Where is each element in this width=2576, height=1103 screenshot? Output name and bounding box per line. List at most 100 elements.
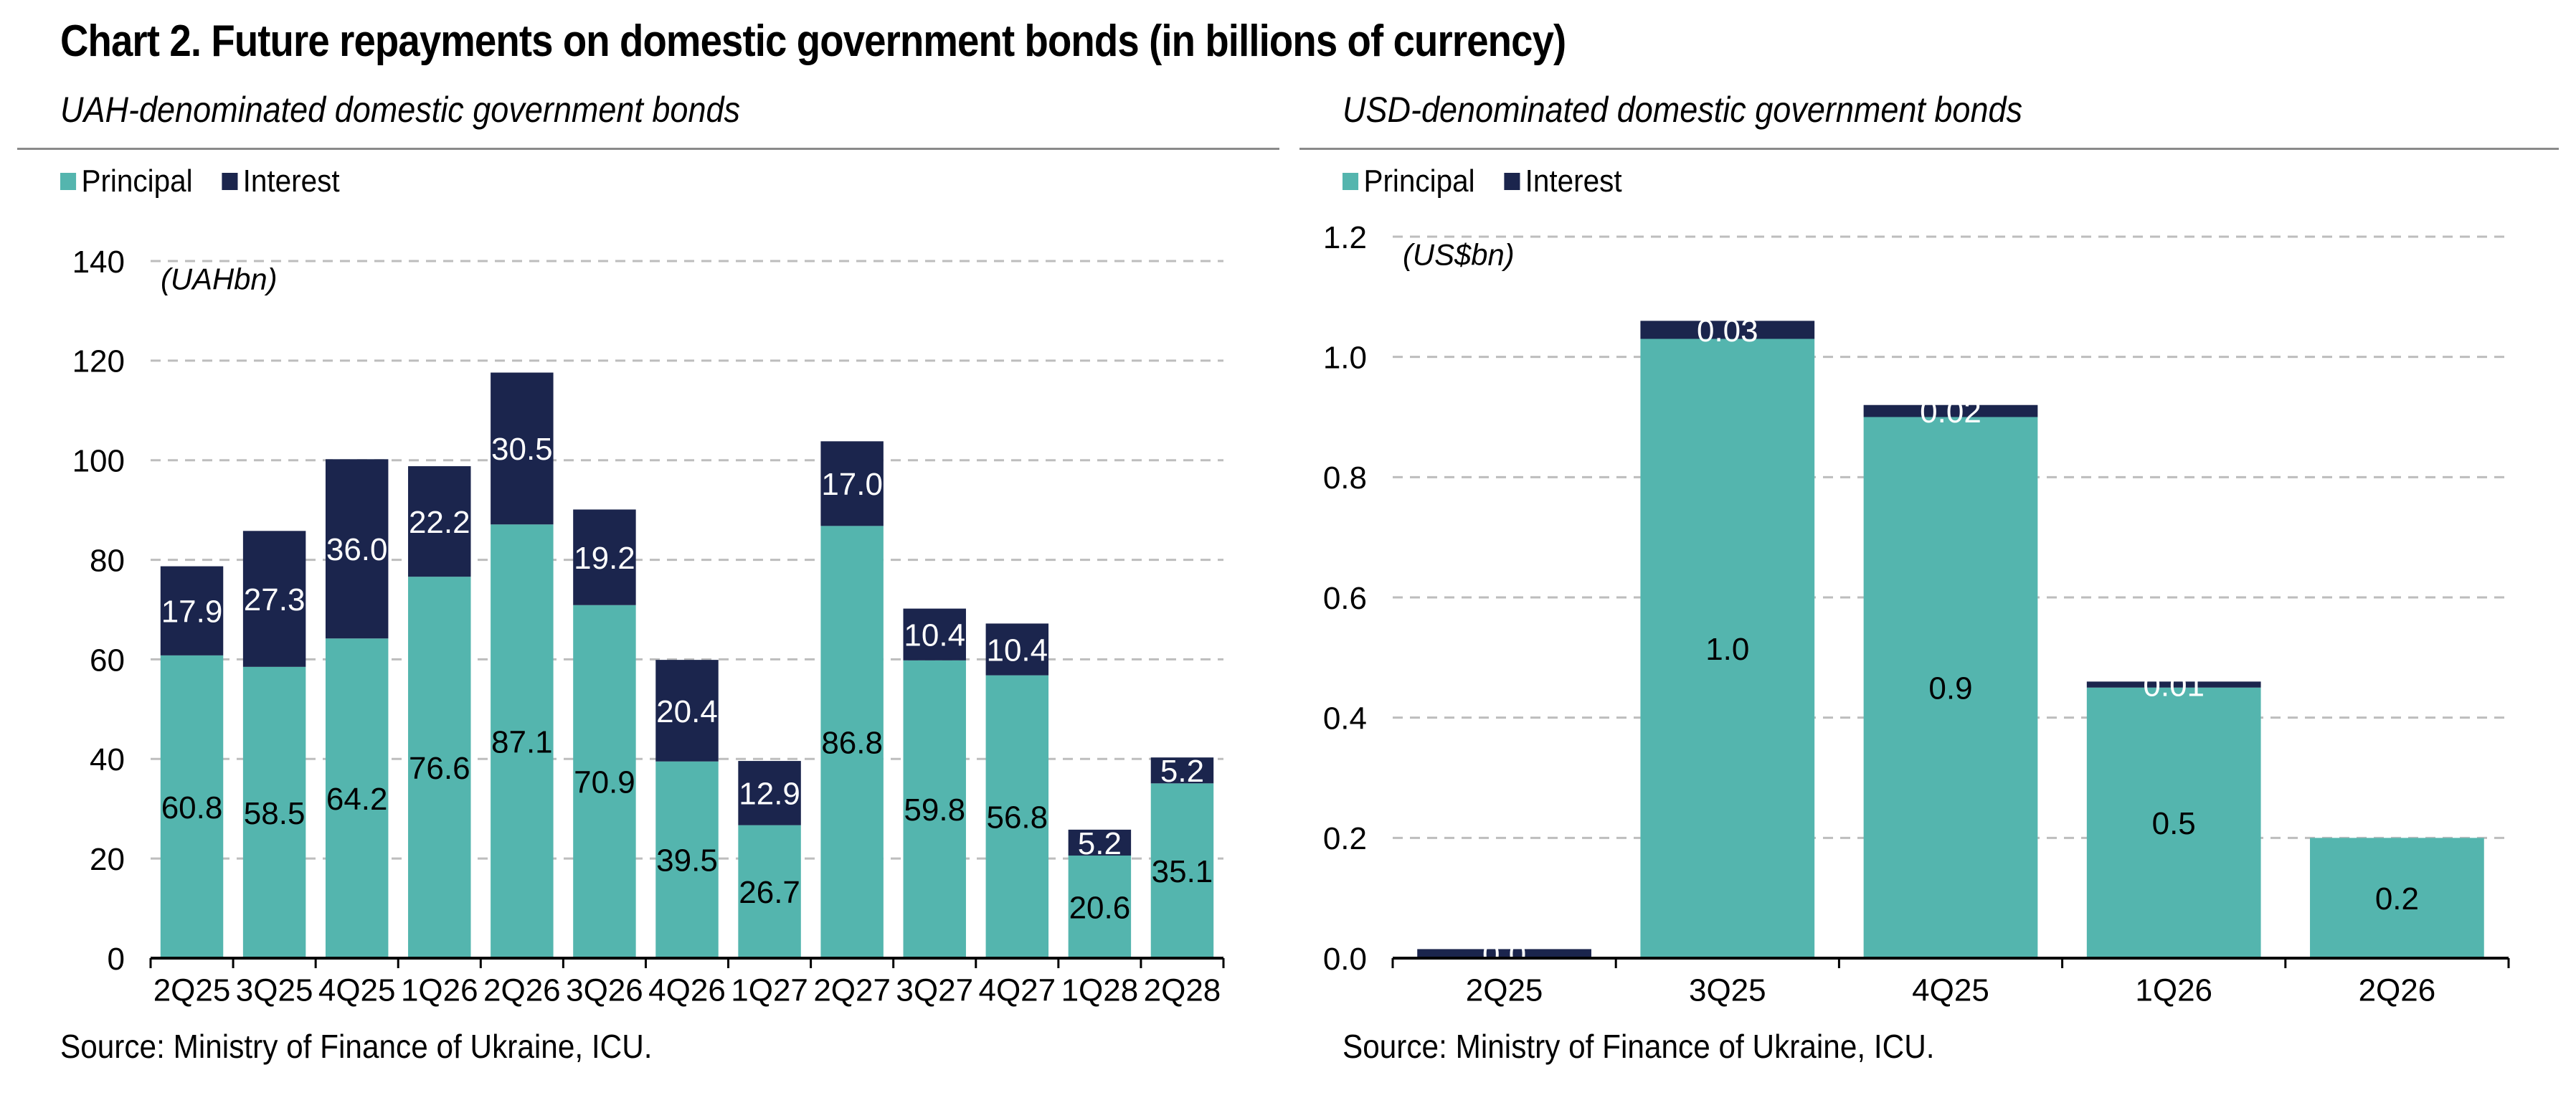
y-tick-label: 40	[90, 742, 125, 777]
interest-bar	[985, 623, 1049, 676]
interest-data-label: 5.2	[1160, 754, 1204, 789]
usd-divider	[1299, 148, 2559, 150]
x-tick-label: 4Q27	[978, 972, 1056, 1008]
interest-data-label: 0.03	[1697, 313, 1758, 349]
uah-legend: Principal Interest	[60, 164, 369, 199]
principal-data-label: 76.6	[409, 751, 470, 786]
interest-data-label: 12.9	[739, 777, 800, 812]
usd-source: Source: Ministry of Finance of Ukraine, …	[1343, 1028, 1935, 1065]
x-tick-label: 2Q25	[153, 972, 231, 1008]
x-tick-label: 4Q25	[1912, 972, 1989, 1008]
x-tick-label: 2Q26	[483, 972, 561, 1008]
x-tick-label: 3Q26	[566, 972, 643, 1008]
legend-item-interest: Interest	[1504, 164, 1622, 199]
x-tick-label: 1Q28	[1061, 972, 1139, 1008]
y-tick-label: 0.4	[1323, 701, 1367, 737]
principal-data-label: 0.5	[2152, 806, 2196, 841]
interest-data-label: 19.2	[574, 541, 635, 576]
interest-bar	[160, 566, 224, 655]
interest-swatch-icon	[1504, 173, 1520, 190]
y-tick-label: 0.8	[1323, 460, 1367, 496]
usd-legend: Principal Interest	[1343, 164, 1651, 199]
y-tick-label: 100	[72, 444, 125, 479]
principal-data-label: 70.9	[574, 765, 635, 800]
interest-data-label: 20.4	[656, 694, 718, 729]
usd-chart: 0.00.20.40.60.81.01.2 (US$bn)0.02Q251.00.…	[1323, 220, 2510, 1008]
principal-data-label: 1.0	[1705, 632, 1749, 667]
interest-data-label: 0.02	[1920, 394, 1981, 430]
interest-data-label: 10.4	[986, 633, 1048, 668]
y-tick-label: 0	[108, 942, 125, 977]
interest-data-label: 17.0	[821, 467, 883, 502]
principal-data-label: 60.8	[161, 790, 223, 825]
principal-bar	[325, 638, 389, 958]
interest-bar	[325, 459, 389, 639]
principal-data-label: 64.2	[326, 782, 388, 817]
x-tick-label: 1Q27	[731, 972, 808, 1008]
y-tick-label: 0.6	[1323, 581, 1367, 616]
interest-bar	[1068, 829, 1132, 856]
principal-data-label: 26.7	[739, 875, 800, 910]
x-tick-label: 1Q26	[2135, 972, 2212, 1008]
uah-divider	[17, 148, 1279, 150]
interest-bar	[1150, 757, 1214, 784]
x-tick-label: 4Q26	[648, 972, 726, 1008]
y-tick-label: 60	[90, 643, 125, 678]
x-tick-label: 2Q27	[813, 972, 891, 1008]
unit-label: (UAHbn)	[161, 262, 278, 296]
interest-data-label: 30.5	[491, 432, 553, 467]
legend-label-interest: Interest	[1525, 164, 1622, 199]
interest-bar	[408, 466, 471, 577]
y-tick-label: 120	[72, 344, 125, 379]
principal-data-label: 87.1	[491, 724, 553, 759]
principal-bar	[160, 655, 224, 958]
principal-bar	[408, 577, 471, 958]
interest-data-label: 0.01	[2143, 668, 2205, 703]
principal-data-label: 56.8	[986, 800, 1048, 835]
principal-swatch-icon	[60, 173, 77, 190]
uah-source: Source: Ministry of Finance of Ukraine, …	[60, 1028, 653, 1065]
principal-bar	[2086, 687, 2261, 958]
principal-bar	[985, 675, 1049, 958]
principal-bar	[655, 761, 719, 958]
legend-label-interest: Interest	[242, 164, 340, 199]
interest-bar	[655, 660, 719, 762]
legend-label-principal: Principal	[1363, 164, 1475, 199]
legend-item-principal: Principal	[1343, 164, 1475, 199]
principal-bar	[491, 524, 554, 958]
principal-data-label: 86.8	[821, 726, 883, 761]
interest-data-label: 10.4	[904, 618, 965, 653]
principal-bar	[1640, 339, 1815, 958]
uah-subtitle: UAH-denominated domestic government bond…	[60, 90, 741, 130]
x-tick-label: 4Q25	[318, 972, 396, 1008]
y-tick-label: 80	[90, 543, 125, 578]
principal-bar	[573, 605, 636, 958]
principal-bar	[2310, 838, 2484, 958]
interest-data-label: 22.2	[409, 505, 470, 540]
unit-label: (US$bn)	[1403, 238, 1515, 272]
interest-bar	[1417, 949, 1591, 958]
interest-bar	[820, 441, 884, 526]
interest-bar	[1863, 404, 2038, 417]
principal-bar	[820, 526, 884, 958]
principal-data-label: 39.5	[656, 843, 718, 879]
interest-bar	[491, 372, 554, 525]
legend-item-principal: Principal	[60, 164, 193, 199]
y-tick-label: 0.0	[1323, 942, 1367, 977]
y-tick-label: 20	[90, 842, 125, 877]
x-tick-label: 2Q26	[2359, 972, 2436, 1008]
interest-data-label: 0.0	[1482, 937, 1526, 972]
principal-data-label: 20.6	[1069, 890, 1131, 925]
interest-swatch-icon	[222, 173, 238, 190]
principal-bar	[1863, 417, 2038, 958]
legend-item-interest: Interest	[222, 164, 340, 199]
y-tick-label: 1.0	[1323, 341, 1367, 376]
interest-bar	[2086, 681, 2261, 688]
interest-bar	[738, 761, 801, 825]
principal-bar	[242, 666, 306, 958]
chart-title: Chart 2. Future repayments on domestic g…	[60, 16, 1566, 66]
principal-bar	[1068, 855, 1132, 958]
principal-bar	[903, 660, 966, 958]
interest-data-label: 17.9	[161, 595, 223, 630]
x-tick-label: 2Q25	[1466, 972, 1543, 1008]
